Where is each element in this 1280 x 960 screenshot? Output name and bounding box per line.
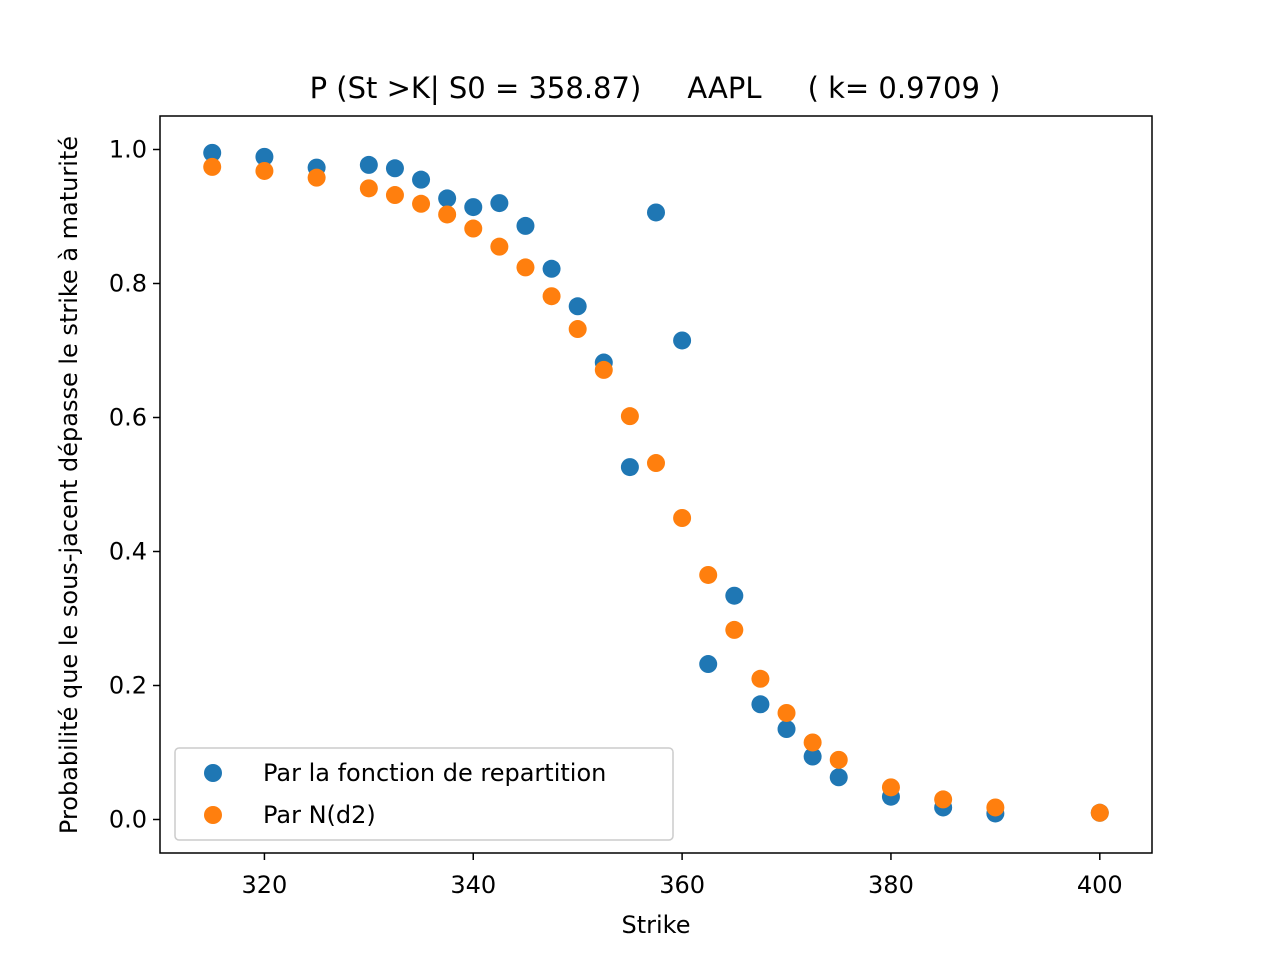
legend-label-series-1: Par la fonction de repartition	[263, 759, 606, 787]
data-point-series-2	[359, 179, 378, 198]
data-point-series-1	[203, 143, 222, 162]
data-point-series-2	[1090, 803, 1109, 822]
legend-marker-series-2	[204, 806, 222, 824]
x-axis: 320 340 360 380 400	[242, 853, 1123, 899]
data-point-series-2	[464, 219, 483, 238]
data-point-series-1	[699, 655, 718, 674]
data-point-series-2	[385, 186, 404, 205]
y-tick-label: 1.0	[109, 136, 147, 164]
x-axis-label: Strike	[622, 911, 691, 939]
data-point-series-2	[751, 669, 770, 688]
x-tick-label: 360	[659, 871, 705, 899]
data-point-series-1	[464, 198, 483, 217]
data-point-series-2	[412, 194, 431, 213]
data-point-series-2	[438, 205, 457, 224]
legend-box	[174, 747, 674, 841]
data-point-series-2	[934, 790, 953, 809]
data-point-series-1	[647, 203, 665, 222]
data-point-series-1	[412, 170, 431, 189]
y-axis-label: Probabilité que le sous-jacent dépasse l…	[55, 136, 83, 834]
data-point-series-2	[516, 258, 535, 277]
y-tick-label: 0.2	[109, 672, 147, 700]
series-2	[203, 157, 1109, 822]
data-point-series-2	[542, 287, 561, 306]
plot-area	[203, 143, 1109, 823]
data-point-series-2	[673, 509, 692, 527]
data-point-series-1	[803, 747, 822, 766]
legend-label-series-2: Par N(d2)	[263, 801, 376, 829]
x-tick-label: 400	[1077, 871, 1123, 899]
plot-frame	[159, 115, 1153, 854]
data-point-series-2	[490, 237, 509, 256]
data-point-series-2	[255, 161, 274, 180]
data-point-series-1	[829, 768, 848, 787]
series-1	[203, 143, 1109, 823]
data-point-series-2	[594, 360, 613, 379]
data-point-series-1	[673, 331, 692, 350]
data-point-series-2	[647, 454, 665, 473]
chart-title: P (St >K| S0 = 358.87) AAPL ( k= 0.9709 …	[310, 71, 1001, 105]
data-point-series-1	[385, 159, 404, 178]
data-point-series-2	[620, 407, 639, 426]
data-point-series-2	[986, 798, 1005, 817]
data-point-series-1	[359, 155, 378, 174]
data-point-series-1	[568, 297, 587, 316]
y-tick-label: 0.4	[109, 538, 147, 566]
x-tick-label: 380	[868, 871, 914, 899]
data-point-series-1	[620, 458, 639, 477]
y-axis: 0.0 0.2 0.4 0.6 0.8 1.0	[109, 136, 160, 834]
data-point-series-2	[699, 565, 718, 584]
data-point-series-1	[438, 189, 457, 208]
x-tick-label: 320	[242, 871, 288, 899]
legend-marker-series-1	[204, 764, 222, 782]
data-point-series-2	[568, 320, 587, 339]
y-tick-label: 0.8	[109, 270, 147, 298]
data-point-series-1	[751, 695, 770, 714]
data-point-series-1	[490, 194, 509, 213]
data-point-series-2	[307, 168, 326, 187]
data-point-series-2	[829, 750, 848, 769]
data-point-series-1	[255, 147, 274, 166]
data-point-series-1	[516, 216, 535, 235]
data-point-series-2	[881, 778, 900, 797]
data-point-series-1	[542, 259, 561, 278]
y-tick-label: 0.6	[109, 404, 147, 432]
data-point-series-2	[203, 157, 222, 176]
data-point-series-2	[803, 733, 822, 752]
data-point-series-1	[777, 720, 796, 739]
data-point-series-2	[777, 703, 796, 722]
data-point-series-1	[725, 586, 744, 605]
legend: Par la fonction de repartition Par N(d2)	[174, 747, 674, 841]
data-point-series-2	[725, 620, 744, 639]
y-tick-label: 0.0	[109, 806, 147, 834]
x-tick-label: 340	[450, 871, 496, 899]
